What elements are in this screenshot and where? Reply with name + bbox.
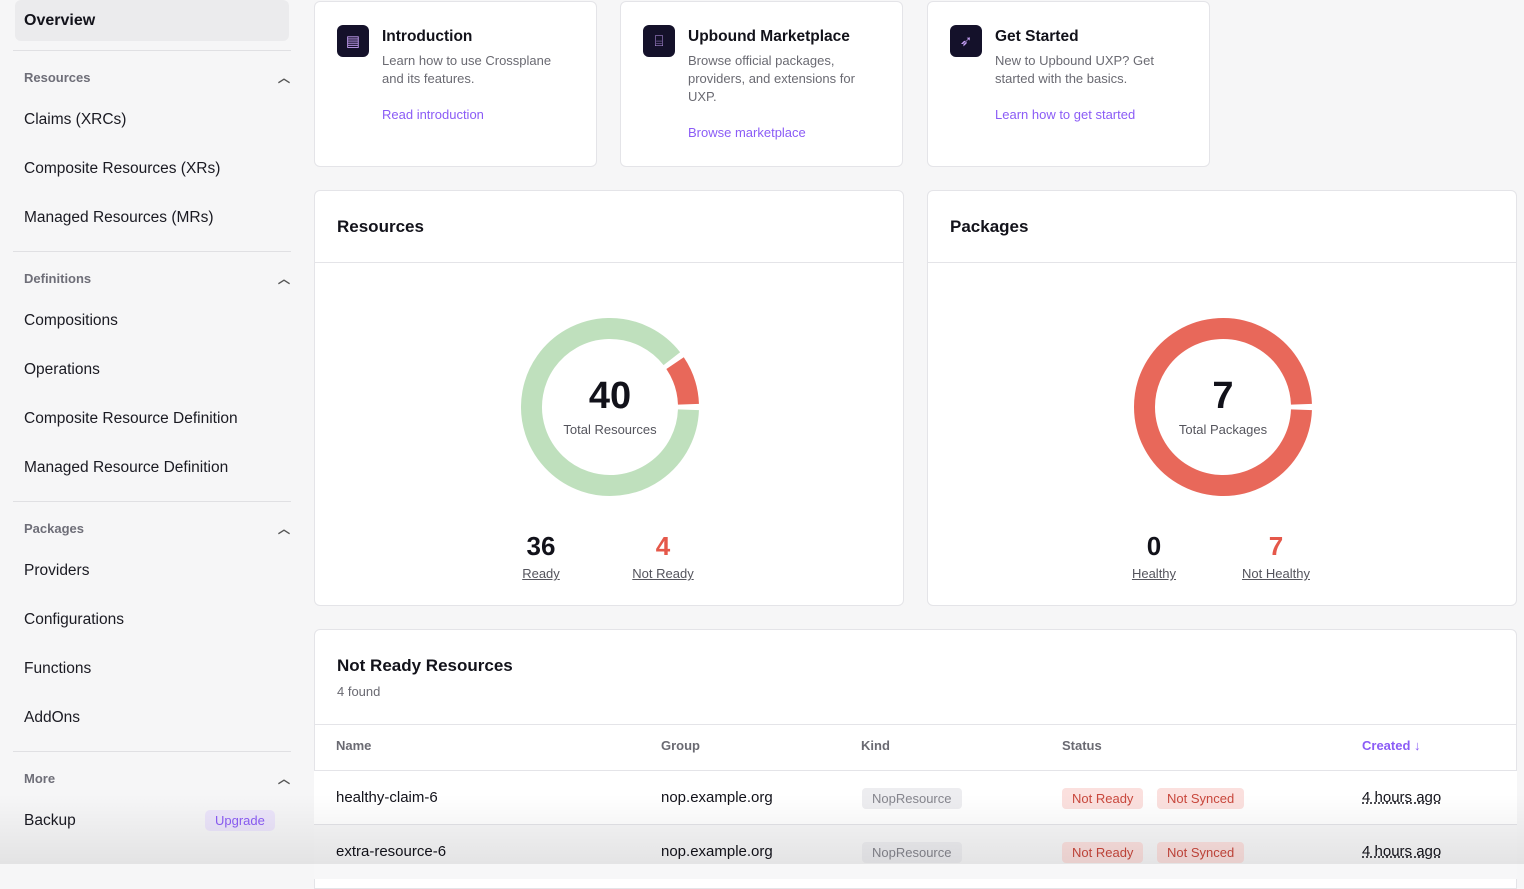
sidebar-item-addons[interactable]: AddOns [24, 709, 81, 726]
not-healthy-value: 7 [1268, 531, 1284, 561]
not-ready-arc [666, 357, 699, 406]
sidebar-item-mrd[interactable]: Managed Resource Definition [24, 459, 229, 476]
divider [13, 501, 291, 502]
section-title: Packages [24, 521, 84, 536]
divider [13, 751, 291, 752]
section-packages[interactable]: Packages ︿ [24, 520, 290, 537]
card-description: New to Upbound UXP? Get started with the… [995, 53, 1154, 86]
packages-panel: Packages 7 Total Packages 0 Healthy 7 Not … [927, 190, 1517, 606]
panel-title: Resources [315, 191, 903, 263]
not-healthy-stat[interactable]: 7 Not Healthy [1216, 531, 1336, 581]
divider [13, 251, 291, 252]
section-title: More [24, 771, 56, 786]
chevron-up-icon: ︿ [277, 772, 290, 786]
card-title: Get Started [995, 28, 1079, 45]
sidebar-item-backup[interactable]: Backup [24, 812, 76, 829]
status-badge: Not Ready [1062, 842, 1144, 863]
get-started-card: ➶ Get Started New to Upbound UXP? Get st… [927, 1, 1210, 167]
healthy-stat[interactable]: 0 Healthy [1094, 531, 1214, 581]
sidebar-item-overview[interactable]: Overview [15, 0, 289, 41]
book-icon: ▤ [337, 25, 369, 57]
chevron-up-icon: ︿ [277, 522, 290, 536]
status-badge: Not Synced [1157, 788, 1245, 809]
section-resources[interactable]: Resources ︿ [24, 69, 290, 86]
kind-badge: NopResource [862, 788, 962, 809]
section-more[interactable]: More ︿ [24, 770, 290, 787]
section-definitions[interactable]: Definitions ︿ [24, 270, 290, 287]
column-created[interactable]: Created ↓ [1362, 738, 1421, 753]
sidebar-item-composite-resources[interactable]: Composite Resources (XRs) [24, 160, 221, 177]
table-row[interactable]: extra-resource-6 nop.example.org NopReso… [314, 824, 1517, 879]
total-resources-label: Total Resources [563, 422, 657, 437]
row-group: nop.example.org [661, 843, 773, 860]
rocket-icon: ➶ [950, 25, 982, 57]
total-packages-value: 7 [1212, 375, 1234, 417]
kind-badge: NopResource [862, 842, 962, 863]
not-ready-link[interactable]: Not Ready [632, 566, 694, 581]
sidebar-item-xrd[interactable]: Composite Resource Definition [24, 410, 238, 427]
ready-link[interactable]: Ready [522, 566, 560, 581]
ready-stat[interactable]: 36 Ready [481, 531, 601, 581]
column-status[interactable]: Status [1062, 738, 1102, 753]
divider [315, 724, 1516, 725]
status-badge: Not Synced [1157, 842, 1245, 863]
chevron-up-icon: ︿ [277, 71, 290, 85]
total-packages-label: Total Packages [1178, 422, 1268, 437]
column-group[interactable]: Group [661, 738, 700, 753]
get-started-link[interactable]: Learn how to get started [995, 107, 1136, 122]
sidebar: Overview Resources ︿ Claims (XRCs) Compos… [0, 0, 300, 864]
found-count: 4 found [337, 684, 381, 699]
sidebar-item-compositions[interactable]: Compositions [24, 312, 118, 329]
column-name[interactable]: Name [336, 738, 372, 753]
healthy-value: 0 [1146, 531, 1162, 561]
sidebar-item-claims[interactable]: Claims (XRCs) [24, 111, 127, 128]
table-row[interactable]: healthy-claim-6 nop.example.org NopResou… [314, 770, 1517, 825]
column-kind[interactable]: Kind [861, 738, 890, 753]
card-description: Learn how to use Crossplane and its feat… [382, 53, 552, 86]
sidebar-item-managed-resources[interactable]: Managed Resources (MRs) [24, 209, 214, 226]
panel-title: Not Ready Resources [337, 656, 513, 675]
resources-donut [521, 318, 699, 496]
row-name[interactable]: extra-resource-6 [336, 843, 447, 860]
packages-donut [1134, 318, 1312, 496]
section-title: Resources [24, 70, 91, 85]
introduction-card: ▤ Introduction Learn how to use Crosspla… [314, 1, 597, 167]
marketplace-card: ⌸ Upbound Marketplace Browse official pa… [620, 1, 903, 167]
card-title: Introduction [382, 28, 473, 45]
total-resources-value: 40 [588, 375, 632, 417]
ready-value: 36 [526, 531, 556, 561]
card-title: Upbound Marketplace [688, 28, 850, 45]
read-introduction-link[interactable]: Read introduction [382, 107, 484, 122]
upgrade-badge[interactable]: Upgrade [205, 810, 275, 831]
row-name[interactable]: healthy-claim-6 [336, 789, 438, 806]
divider [13, 50, 291, 51]
row-group: nop.example.org [661, 789, 773, 806]
sidebar-item-operations[interactable]: Operations [24, 361, 100, 378]
arrow-down-icon: ↓ [1414, 738, 1421, 753]
not-healthy-link[interactable]: Not Healthy [1242, 566, 1310, 581]
card-description: Browse official packages, providers, and… [688, 53, 855, 104]
row-created: 4 hours ago [1362, 843, 1442, 860]
section-title: Definitions [24, 271, 92, 286]
store-icon: ⌸ [643, 25, 675, 57]
ready-arc [521, 318, 699, 496]
chevron-up-icon: ︿ [277, 272, 290, 286]
not-healthy-arc [1134, 318, 1312, 496]
not-ready-value: 4 [655, 531, 671, 561]
panel-title: Packages [928, 191, 1516, 263]
sidebar-item-providers[interactable]: Providers [24, 562, 90, 579]
row-created: 4 hours ago [1362, 789, 1442, 806]
column-created-label: Created [1362, 738, 1411, 753]
not-ready-stat[interactable]: 4 Not Ready [603, 531, 723, 581]
sidebar-item-functions[interactable]: Functions [24, 660, 92, 677]
browse-marketplace-link[interactable]: Browse marketplace [688, 125, 806, 140]
healthy-link[interactable]: Healthy [1131, 566, 1177, 581]
status-badge: Not Ready [1062, 788, 1144, 809]
sidebar-item-configurations[interactable]: Configurations [24, 611, 124, 628]
resources-panel: Resources 40 Total Resources 36 Ready 4 No… [314, 190, 904, 606]
